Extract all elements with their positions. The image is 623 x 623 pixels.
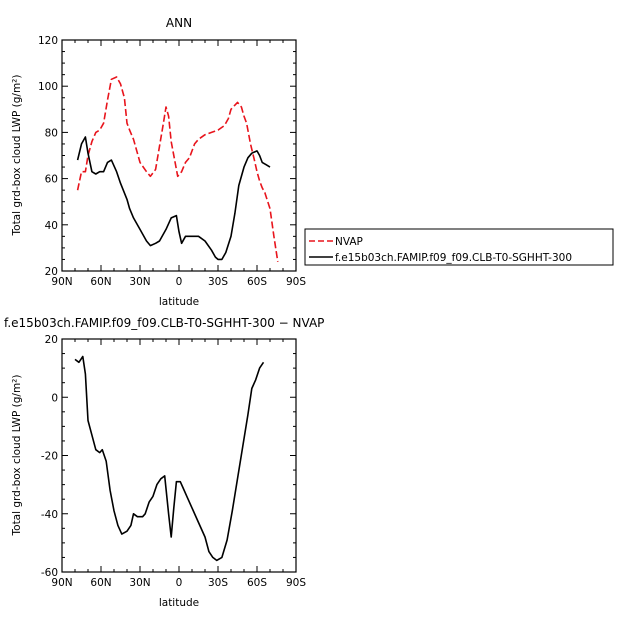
y-tick-label: 20 <box>45 334 58 346</box>
legend-box <box>304 228 614 266</box>
y-tick-label: 20 <box>45 266 58 278</box>
x-tick-label: 60S <box>247 276 267 288</box>
x-tick-label: 0 <box>176 577 183 589</box>
x-tick-label: 90S <box>286 276 306 288</box>
y-tick-label: 40 <box>45 220 58 232</box>
x-tick-label: 60S <box>247 577 267 589</box>
series-line-1-0 <box>74 355 265 562</box>
x-tick-label: 30N <box>129 276 150 288</box>
x-tick-label: 60N <box>90 577 111 589</box>
x-axis-label: latitude <box>159 597 199 609</box>
plot-frame <box>61 39 297 272</box>
legend-label: NVAP <box>335 236 363 248</box>
x-tick-label: 30N <box>129 577 150 589</box>
series-line-0-0 <box>76 76 279 262</box>
y-tick-label: 60 <box>45 174 58 186</box>
plot-frame <box>61 338 297 573</box>
y-tick-label: -40 <box>41 509 58 521</box>
x-tick-label: 90N <box>51 276 72 288</box>
y-tick-label: -60 <box>41 567 58 579</box>
x-tick-label: 0 <box>176 276 183 288</box>
legend-label: f.e15b03ch.FAMIP.f09_f09.CLB-T0-SGHHT-30… <box>335 252 572 264</box>
series-line-0-1 <box>76 136 271 261</box>
y-tick-label: 0 <box>51 392 58 404</box>
chart-title: f.e15b03ch.FAMIP.f09_f09.CLB-T0-SGHHT-30… <box>4 316 324 330</box>
x-tick-label: 90N <box>51 577 72 589</box>
legend: NVAP f.e15b03ch.FAMIP.f09_f09.CLB-T0-SGHH… <box>304 228 614 266</box>
x-axis-label: latitude <box>159 296 199 308</box>
panel-bottom: 90N 60N 30N 0 30S 60S 90S -60 -40 -20 0 20 f.e15b03c… <box>4 316 324 609</box>
panel-top: 90N 60N 30N 0 30S 60S 90S 20 40 60 80 100 120 ANN lati… <box>11 16 306 308</box>
y-tick-label: -20 <box>41 451 58 463</box>
x-tick-label: 90S <box>286 577 306 589</box>
y-tick-label: 80 <box>45 127 58 139</box>
x-tick-label: 30S <box>208 577 228 589</box>
y-axis-label: Total grd-box cloud LWP (g/m²) <box>11 75 23 237</box>
x-tick-label: 30S <box>208 276 228 288</box>
y-axis-label: Total grd-box cloud LWP (g/m²) <box>11 375 23 537</box>
y-tick-label: 120 <box>38 35 58 47</box>
chart-title: ANN <box>166 16 192 30</box>
y-tick-label: 100 <box>38 81 58 93</box>
x-tick-label: 60N <box>90 276 111 288</box>
